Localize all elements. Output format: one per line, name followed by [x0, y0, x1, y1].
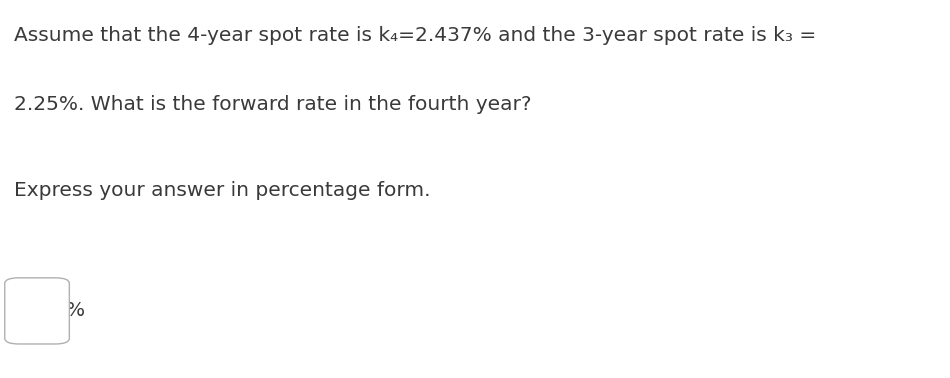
- Text: Express your answer in percentage form.: Express your answer in percentage form.: [14, 181, 430, 200]
- Text: %: %: [66, 301, 85, 321]
- FancyBboxPatch shape: [5, 278, 69, 344]
- Text: Assume that the 4-year spot rate is k₄=2.437% and the 3-year spot rate is k₃ =: Assume that the 4-year spot rate is k₄=2…: [14, 26, 816, 45]
- Text: 2.25%. What is the forward rate in the fourth year?: 2.25%. What is the forward rate in the f…: [14, 94, 532, 113]
